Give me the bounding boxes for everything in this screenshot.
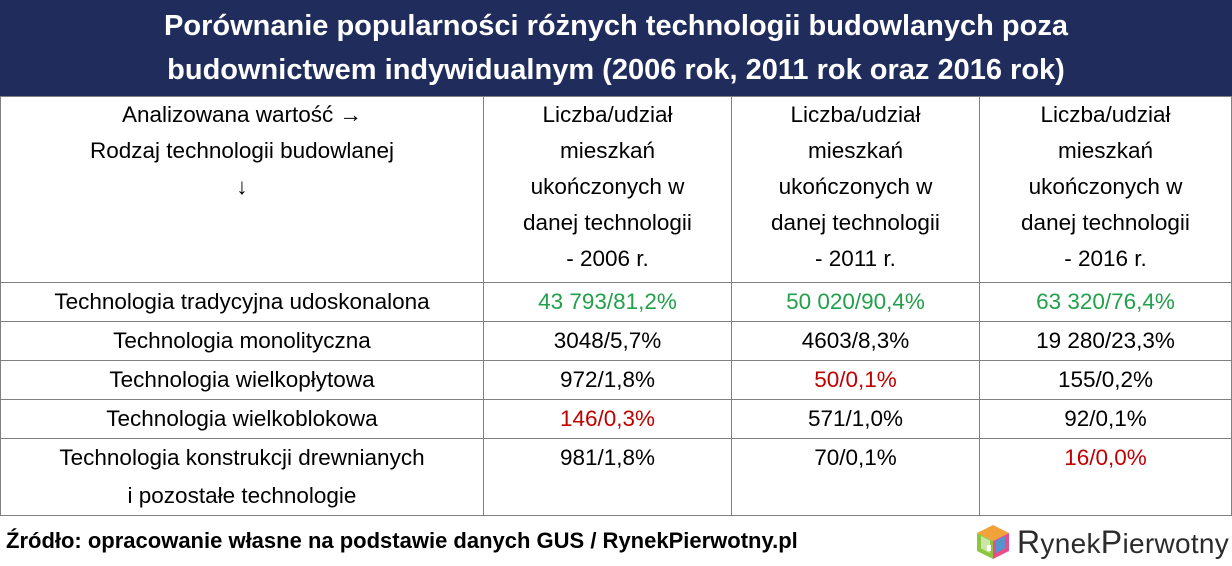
- title-line-1: Porównanie popularności różnych technolo…: [164, 10, 1068, 42]
- header-corner-line: ↓: [236, 174, 248, 199]
- column-header-2016: Liczba/udział mieszkań ukończonych w dan…: [979, 96, 1232, 283]
- table-cell: 70/0,1%: [731, 438, 980, 516]
- column-header-line: Liczba/udział: [790, 102, 921, 127]
- column-header-line: danej technologii: [1021, 210, 1190, 235]
- table-cell: 3048/5,7%: [483, 321, 732, 361]
- header-corner-line: Analizowana wartość →: [121, 102, 363, 127]
- logo-wordmark: RynekPierwotny: [1017, 523, 1230, 560]
- table-cell: 571/1,0%: [731, 399, 980, 439]
- column-header-line: mieszkań: [559, 138, 656, 163]
- table-cell: 50/0,1%: [731, 360, 980, 400]
- table-cell: 50 020/90,4%: [731, 282, 980, 322]
- column-header-line: mieszkań: [807, 138, 904, 163]
- table-cell: 981/1,8%: [483, 438, 732, 516]
- row-label-line: Technologia konstrukcji drewnianych: [59, 445, 425, 470]
- table-row: Technologia konstrukcji drewnianych i po…: [0, 438, 1232, 516]
- title-line-2: budownictwem indywidualnym (2006 rok, 20…: [167, 54, 1065, 86]
- column-header-line: Liczba/udział: [1040, 102, 1171, 127]
- logo-cube-icon: [977, 525, 1009, 559]
- row-label: Technologia wielkopłytowa: [0, 360, 484, 400]
- column-header-line: - 2011 r.: [815, 246, 896, 271]
- comparison-table: Analizowana wartość → Rodzaj technologii…: [0, 96, 1232, 516]
- column-header-line: mieszkań: [1057, 138, 1154, 163]
- column-header-line: - 2006 r.: [566, 246, 649, 271]
- row-label: Technologia monolityczna: [0, 321, 484, 361]
- column-header-2011: Liczba/udział mieszkań ukończonych w dan…: [731, 96, 980, 283]
- table-cell: 43 793/81,2%: [483, 282, 732, 322]
- table-cell: 972/1,8%: [483, 360, 732, 400]
- column-header-line: ukończonych w: [778, 174, 933, 199]
- row-label: Technologia konstrukcji drewnianych i po…: [0, 438, 484, 516]
- row-label: Technologia tradycyjna udoskonalona: [0, 282, 484, 322]
- table-cell: 92/0,1%: [979, 399, 1232, 439]
- table-cell: 155/0,2%: [979, 360, 1232, 400]
- table-row: Technologia monolityczna 3048/5,7% 4603/…: [0, 321, 1232, 361]
- table-row: Technologia wielkopłytowa 972/1,8% 50/0,…: [0, 360, 1232, 400]
- table-cell: 146/0,3%: [483, 399, 732, 439]
- column-header-line: ukończonych w: [530, 174, 685, 199]
- column-header-line: - 2016 r.: [1064, 246, 1147, 271]
- row-label: Technologia wielkoblokowa: [0, 399, 484, 439]
- table-row: Technologia wielkoblokowa 146/0,3% 571/1…: [0, 399, 1232, 439]
- title-banner: Porównanie popularności różnych technolo…: [0, 0, 1232, 96]
- table-cell: 16/0,0%: [979, 438, 1232, 516]
- column-header-2006: Liczba/udział mieszkań ukończonych w dan…: [483, 96, 732, 283]
- table-cell: 63 320/76,4%: [979, 282, 1232, 322]
- header-corner: Analizowana wartość → Rodzaj technologii…: [0, 96, 484, 283]
- column-header-line: Liczba/udział: [542, 102, 673, 127]
- source-note: Źródło: opracowanie własne na podstawie …: [6, 528, 798, 553]
- column-header-line: danej technologii: [771, 210, 940, 235]
- header-corner-line: Rodzaj technologii budowlanej: [90, 138, 394, 163]
- header-row: Analizowana wartość → Rodzaj technologii…: [0, 96, 1232, 283]
- table-cell: 4603/8,3%: [731, 321, 980, 361]
- rynekpierwotny-logo: RynekPierwotny: [975, 522, 1230, 562]
- table-cell: 19 280/23,3%: [979, 321, 1232, 361]
- row-label-line: i pozostałe technologie: [127, 483, 357, 508]
- column-header-line: ukończonych w: [1028, 174, 1183, 199]
- column-header-line: danej technologii: [523, 210, 692, 235]
- table-row: Technologia tradycyjna udoskonalona 43 7…: [0, 282, 1232, 322]
